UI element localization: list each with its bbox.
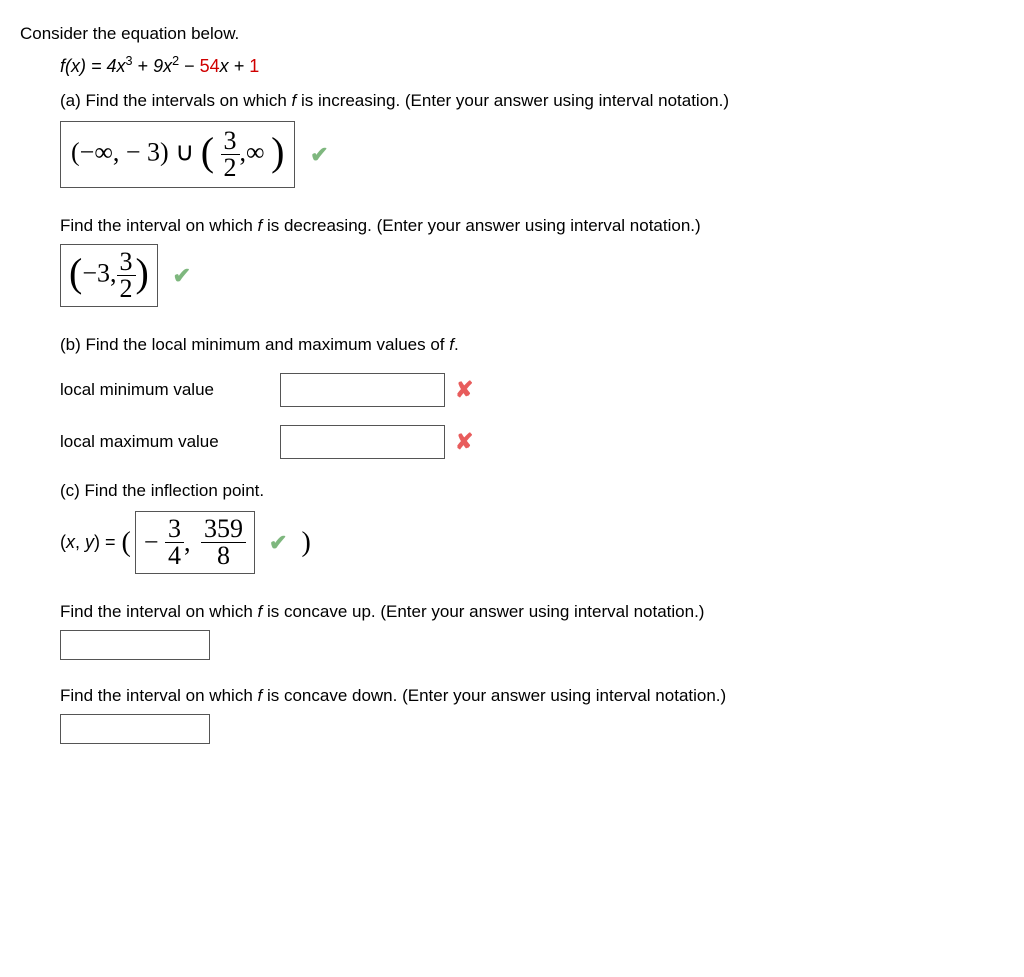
eq-t1: 4x3: [107, 56, 133, 76]
equation: f(x) = 4x3 + 9x2 − 54x + 1: [20, 54, 1004, 77]
frac-3-2: 32: [221, 128, 240, 181]
check-icon: ✔: [173, 263, 191, 289]
cross-icon: ✘: [455, 377, 473, 403]
cross-icon: ✘: [455, 429, 473, 455]
xy-label: (x, y) =: [60, 532, 116, 553]
frac-359-8: 3598: [201, 516, 246, 569]
check-icon: ✔: [310, 142, 328, 168]
local-max-input[interactable]: [280, 425, 445, 459]
eq-const-red: 1: [249, 56, 259, 76]
frac-3-4: 34: [165, 516, 184, 569]
eq-coef-red: 54: [200, 56, 220, 76]
concave-up-input[interactable]: [60, 630, 210, 660]
eq-lhs: f(x) =: [60, 56, 107, 76]
part-b-prompt: (b) Find the local minimum and maximum v…: [60, 335, 1004, 355]
local-min-input[interactable]: [280, 373, 445, 407]
check-icon: ✔: [269, 530, 287, 556]
concave-up-prompt: Find the interval on which f is concave …: [60, 602, 1004, 622]
concave-down-input[interactable]: [60, 714, 210, 744]
intro-text: Consider the equation below.: [20, 24, 1004, 44]
part-a2-prompt: Find the interval on which f is decreasi…: [60, 216, 1004, 236]
frac-3-2-b: 32: [117, 249, 136, 302]
part-a-prompt: (a) Find the intervals on which f is inc…: [60, 91, 1004, 111]
part-c-prompt: (c) Find the inflection point.: [60, 481, 1004, 501]
eq-t2: 9x2: [153, 56, 179, 76]
part-a2-answer[interactable]: (−3,32): [60, 244, 158, 307]
local-min-label: local minimum value: [60, 380, 280, 400]
part-a-answer[interactable]: (−∞, − 3) ∪ ( 32,∞ ): [60, 121, 295, 188]
concave-down-prompt: Find the interval on which f is concave …: [60, 686, 1004, 706]
local-max-label: local maximum value: [60, 432, 280, 452]
part-c-answer[interactable]: − 34, 3598: [135, 511, 255, 574]
